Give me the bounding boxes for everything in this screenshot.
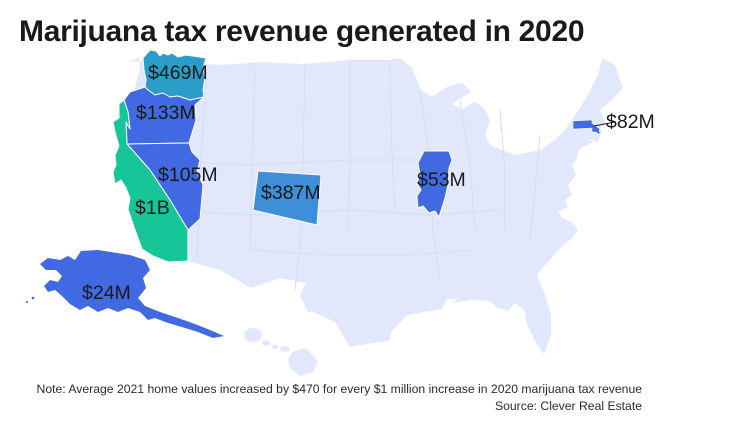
svg-text:$53M: $53M bbox=[417, 169, 466, 191]
svg-text:$387M: $387M bbox=[261, 182, 321, 204]
svg-text:$133M: $133M bbox=[136, 102, 196, 124]
svg-text:$469M: $469M bbox=[148, 62, 208, 84]
svg-text:$82M: $82M bbox=[606, 111, 655, 133]
svg-text:$1B: $1B bbox=[135, 197, 170, 219]
svg-text:$24M: $24M bbox=[82, 282, 131, 304]
svg-text:$105M: $105M bbox=[158, 164, 218, 186]
